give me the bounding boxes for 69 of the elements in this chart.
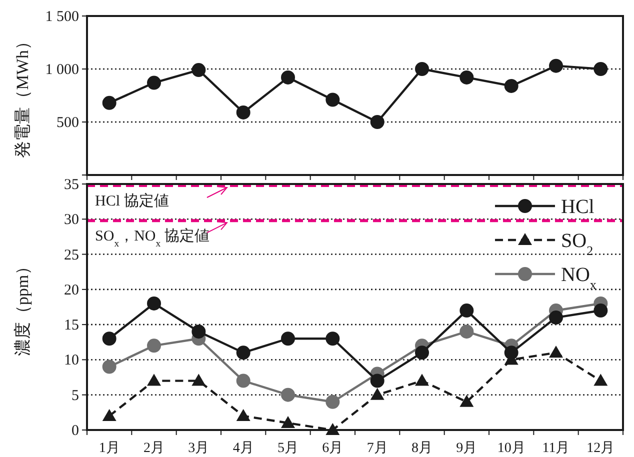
y-axis-title: 濃度（ppm） [13,258,32,356]
point [594,304,608,318]
point [594,62,608,76]
y-tick-label: 30 [64,212,79,228]
y-tick-label: 35 [64,177,79,193]
point [236,408,250,421]
x-tick-label: 8月 [412,441,432,456]
y-tick-label: 500 [56,115,79,131]
point [460,70,474,84]
ref-line-label: SO$_{x}$，NO$_{x}$ 協定値 [95,228,210,250]
x-tick-label: 7月 [366,441,388,456]
point [504,78,518,93]
point [236,105,250,120]
legend-label: HCl [561,196,595,218]
x-tick-label: 9月 [456,441,478,456]
x-tick-label: 10月 [497,441,526,456]
point [549,58,563,73]
point [460,324,474,339]
x-tick-label: 4月 [232,441,254,456]
point [460,394,474,407]
x-tick-label: 2月 [144,441,164,456]
y-tick-label: 5 [72,388,79,404]
point [370,115,384,129]
point [102,96,116,110]
point [326,92,340,107]
point [102,332,116,346]
x-tick-label: 5月 [278,441,298,456]
point [147,76,161,90]
point [281,70,295,84]
legend-label: NO$_{x}$ [561,264,597,292]
y-tick-label: 0 [72,423,79,439]
point [281,416,295,428]
x-tick-label: 6月 [322,441,344,456]
point [236,346,250,360]
y-tick-label: 1 000 [45,62,79,78]
point [147,296,161,310]
y-tick-label: 25 [64,247,79,264]
x-tick-label: 11月 [542,441,570,456]
point [192,324,206,339]
point [102,408,116,421]
point [192,374,206,386]
point [192,63,206,78]
x-tick-label: 12月 [586,441,615,456]
point [460,304,474,318]
point [281,388,295,402]
x-tick-label: 1月 [98,441,120,456]
y-axis-title: 発電量（MWh） [13,33,32,158]
point [549,310,563,325]
y-tick-label: 20 [64,282,79,298]
point [370,374,384,388]
point [415,62,429,76]
point [281,332,295,346]
y-tick-label: 10 [64,352,79,369]
point [102,360,116,374]
point [415,374,429,386]
point [504,346,518,360]
point [549,346,563,358]
point [594,374,608,386]
ref-line-label: HCl 協定値 [95,192,169,210]
y-tick-label: 15 [64,318,79,334]
point [326,332,340,346]
point [236,374,250,388]
point [326,394,340,409]
point [370,388,384,400]
x-tick-label: 3月 [188,441,210,456]
y-tick-label: 1 500 [45,9,79,25]
point [415,346,429,360]
point [147,338,161,353]
point [147,374,161,386]
